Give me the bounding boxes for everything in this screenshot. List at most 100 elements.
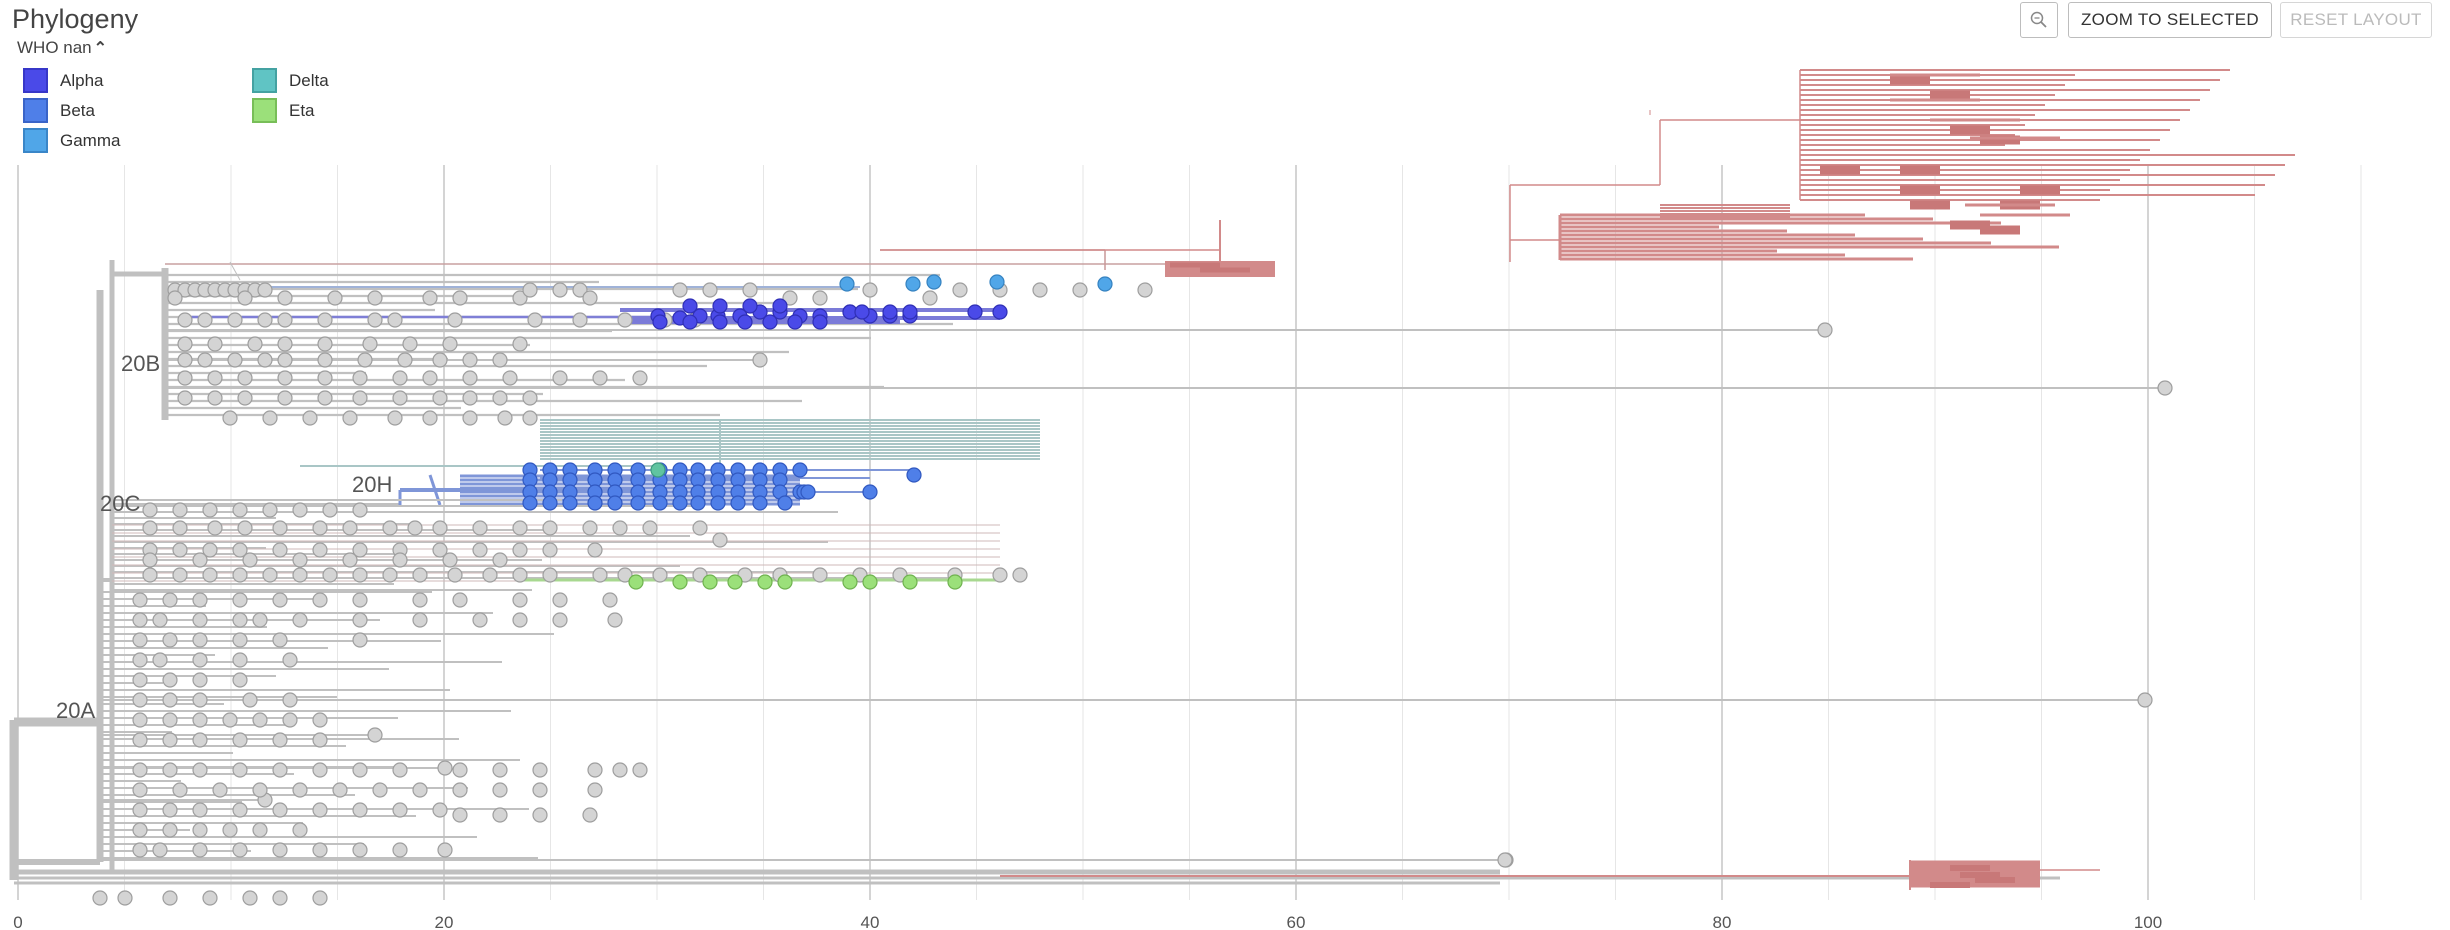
- tree-tip[interactable]: [232, 502, 248, 518]
- tree-tip[interactable]: [317, 352, 333, 368]
- tree-tip[interactable]: [412, 567, 428, 583]
- tree-tip[interactable]: [132, 652, 148, 668]
- tree-tip[interactable]: [352, 502, 368, 518]
- tree-tip[interactable]: [587, 495, 603, 511]
- tree-tip[interactable]: [854, 304, 870, 320]
- tree-tip[interactable]: [142, 520, 158, 536]
- tree-tip[interactable]: [452, 762, 468, 778]
- tree-tip[interactable]: [412, 782, 428, 798]
- tree-tip[interactable]: [272, 592, 288, 608]
- tree-tip[interactable]: [192, 732, 208, 748]
- tree-tip[interactable]: [552, 370, 568, 386]
- tree-tip[interactable]: [162, 632, 178, 648]
- tree-tip[interactable]: [842, 574, 858, 590]
- tree-tip[interactable]: [352, 612, 368, 628]
- tree-tip[interactable]: [312, 592, 328, 608]
- tree-tip[interactable]: [162, 822, 178, 838]
- tree-tip[interactable]: [762, 314, 778, 330]
- tree-tip[interactable]: [432, 390, 448, 406]
- tree-tip[interactable]: [462, 370, 478, 386]
- tree-tip[interactable]: [902, 574, 918, 590]
- tree-tip[interactable]: [272, 842, 288, 858]
- zoom-button[interactable]: [2020, 2, 2058, 38]
- tree-tip[interactable]: [690, 495, 706, 511]
- tree-tip[interactable]: [262, 410, 278, 426]
- tree-tip[interactable]: [227, 352, 243, 368]
- tree-tip[interactable]: [772, 298, 788, 314]
- tree-tip[interactable]: [522, 282, 538, 298]
- tree-tip[interactable]: [392, 842, 408, 858]
- tree-tip[interactable]: [142, 567, 158, 583]
- tree-tip[interactable]: [177, 352, 193, 368]
- tree-tip[interactable]: [192, 652, 208, 668]
- tree-tip[interactable]: [277, 390, 293, 406]
- tree-tip[interactable]: [472, 542, 488, 558]
- tree-tip[interactable]: [742, 298, 758, 314]
- zoom-to-selected-button[interactable]: ZOOM TO SELECTED: [2068, 2, 2272, 38]
- tree-tip[interactable]: [172, 782, 188, 798]
- tree-tip[interactable]: [312, 890, 328, 906]
- tree-tip[interactable]: [162, 890, 178, 906]
- tree-tip[interactable]: [492, 762, 508, 778]
- tree-tip[interactable]: [730, 495, 746, 511]
- tree-tip[interactable]: [152, 652, 168, 668]
- tree-tip[interactable]: [757, 574, 773, 590]
- tree-tip[interactable]: [672, 495, 688, 511]
- tree-tip[interactable]: [777, 495, 793, 511]
- tree-tip[interactable]: [232, 762, 248, 778]
- tree-tip[interactable]: [482, 567, 498, 583]
- tree-tip[interactable]: [989, 274, 1005, 290]
- tree-tip[interactable]: [752, 495, 768, 511]
- tree-tip[interactable]: [207, 336, 223, 352]
- tree-tip[interactable]: [317, 312, 333, 328]
- tree-tip[interactable]: [352, 370, 368, 386]
- tree-tip[interactable]: [142, 552, 158, 568]
- tree-tip[interactable]: [572, 282, 588, 298]
- tree-tip[interactable]: [532, 762, 548, 778]
- tree-tip[interactable]: [502, 370, 518, 386]
- tree-tip[interactable]: [522, 495, 538, 511]
- legend-item-beta[interactable]: Beta: [23, 98, 95, 123]
- tree-tip[interactable]: [312, 712, 328, 728]
- tree-tip[interactable]: [162, 672, 178, 688]
- tree-tip[interactable]: [257, 312, 273, 328]
- tree-tip[interactable]: [192, 612, 208, 628]
- tree-tip[interactable]: [237, 390, 253, 406]
- tree-tip[interactable]: [292, 567, 308, 583]
- tree-tip[interactable]: [812, 290, 828, 306]
- tree-tip[interactable]: [232, 567, 248, 583]
- tree-tip[interactable]: [237, 370, 253, 386]
- tree-tip[interactable]: [132, 672, 148, 688]
- tree-tip[interactable]: [452, 807, 468, 823]
- tree-tip[interactable]: [862, 484, 878, 500]
- tree-tip[interactable]: [542, 567, 558, 583]
- tree-tip[interactable]: [382, 520, 398, 536]
- tree-tip[interactable]: [132, 692, 148, 708]
- tree-tip[interactable]: [1137, 282, 1153, 298]
- tree-tip[interactable]: [452, 782, 468, 798]
- tree-tip[interactable]: [437, 842, 453, 858]
- tree-tip[interactable]: [512, 592, 528, 608]
- legend-item-eta[interactable]: Eta: [252, 98, 315, 123]
- tree-tip[interactable]: [812, 314, 828, 330]
- tree-tip[interactable]: [800, 484, 816, 500]
- tree-tip[interactable]: [462, 352, 478, 368]
- tree-tip[interactable]: [332, 782, 348, 798]
- tree-tip[interactable]: [132, 632, 148, 648]
- tree-tip[interactable]: [132, 782, 148, 798]
- tree-tip[interactable]: [282, 652, 298, 668]
- tree-tip[interactable]: [630, 495, 646, 511]
- tree-tip[interactable]: [202, 890, 218, 906]
- tree-tip[interactable]: [232, 732, 248, 748]
- tree-tip[interactable]: [592, 370, 608, 386]
- tree-tip[interactable]: [172, 542, 188, 558]
- tree-tip[interactable]: [207, 520, 223, 536]
- tree-tip[interactable]: [207, 390, 223, 406]
- tree-tip[interactable]: [352, 802, 368, 818]
- tree-tip[interactable]: [317, 370, 333, 386]
- tree-tip[interactable]: [862, 574, 878, 590]
- tree-tip[interactable]: [437, 760, 453, 776]
- tree-tip[interactable]: [1032, 282, 1048, 298]
- tree-tip[interactable]: [207, 370, 223, 386]
- tree-tip[interactable]: [162, 802, 178, 818]
